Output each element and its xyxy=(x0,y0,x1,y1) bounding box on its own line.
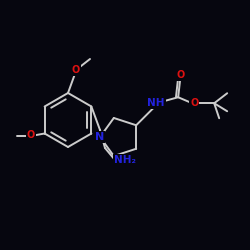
Text: O: O xyxy=(72,65,80,75)
Text: NH₂: NH₂ xyxy=(114,155,136,165)
Text: O: O xyxy=(190,98,198,108)
Text: O: O xyxy=(26,130,35,140)
Text: O: O xyxy=(176,70,184,80)
Text: O: O xyxy=(72,65,80,75)
Text: N: N xyxy=(96,132,104,142)
Text: O: O xyxy=(176,70,184,80)
Text: NH: NH xyxy=(148,98,165,108)
Text: NH: NH xyxy=(148,98,165,108)
Text: O: O xyxy=(26,130,35,140)
Text: NH₂: NH₂ xyxy=(114,155,136,165)
Text: N: N xyxy=(96,132,104,142)
Text: O: O xyxy=(190,98,198,108)
